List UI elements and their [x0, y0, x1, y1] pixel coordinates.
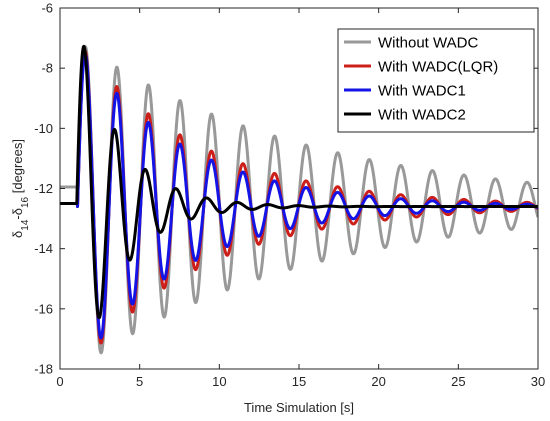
y-axis-label-part: 16 — [20, 196, 31, 208]
x-tick-label: 5 — [136, 374, 143, 389]
y-tick-label: -12 — [34, 181, 53, 196]
x-tick-label: 10 — [212, 374, 226, 389]
y-tick-label: -14 — [34, 241, 53, 256]
x-tick-label: 0 — [56, 374, 63, 389]
x-tick-label: 25 — [451, 374, 465, 389]
y-tick-label: -8 — [41, 61, 53, 76]
y-axis-label-part: [degrees] — [10, 139, 25, 197]
series-line-3 — [60, 52, 538, 340]
x-tick-label: 15 — [292, 374, 306, 389]
y-axis-label-part: δ — [10, 231, 25, 238]
y-tick-label: -16 — [34, 301, 53, 316]
y-tick-label: -10 — [34, 121, 53, 136]
legend: Without WADC With WADC(LQR) With WADC1 With… — [337, 28, 535, 133]
y-axis-label-part: -δ — [10, 208, 25, 220]
x-tick-label: 30 — [531, 374, 545, 389]
legend-label-4: With WADC2 — [378, 107, 466, 124]
y-axis-label-part: 14 — [20, 219, 31, 231]
legend-label-1: Without WADC — [378, 35, 478, 52]
series-line-4 — [60, 44, 538, 320]
series-layer — [60, 44, 538, 355]
legend-label-2: With WADC(LQR) — [378, 59, 498, 76]
x-tick-label: 20 — [371, 374, 385, 389]
legend-label-3: With WADC1 — [378, 83, 466, 100]
y-tick-label: -6 — [41, 1, 53, 16]
y-axis-label: δ14-δ16 [degrees] — [10, 139, 31, 238]
x-axis-label: Time Simulation [s] — [244, 400, 354, 415]
axes-layer: 0 5 10 15 20 25 30 -18 -16 -14 -12 -10 -8 -6 — [34, 1, 545, 390]
y-tick-label: -18 — [34, 362, 53, 377]
